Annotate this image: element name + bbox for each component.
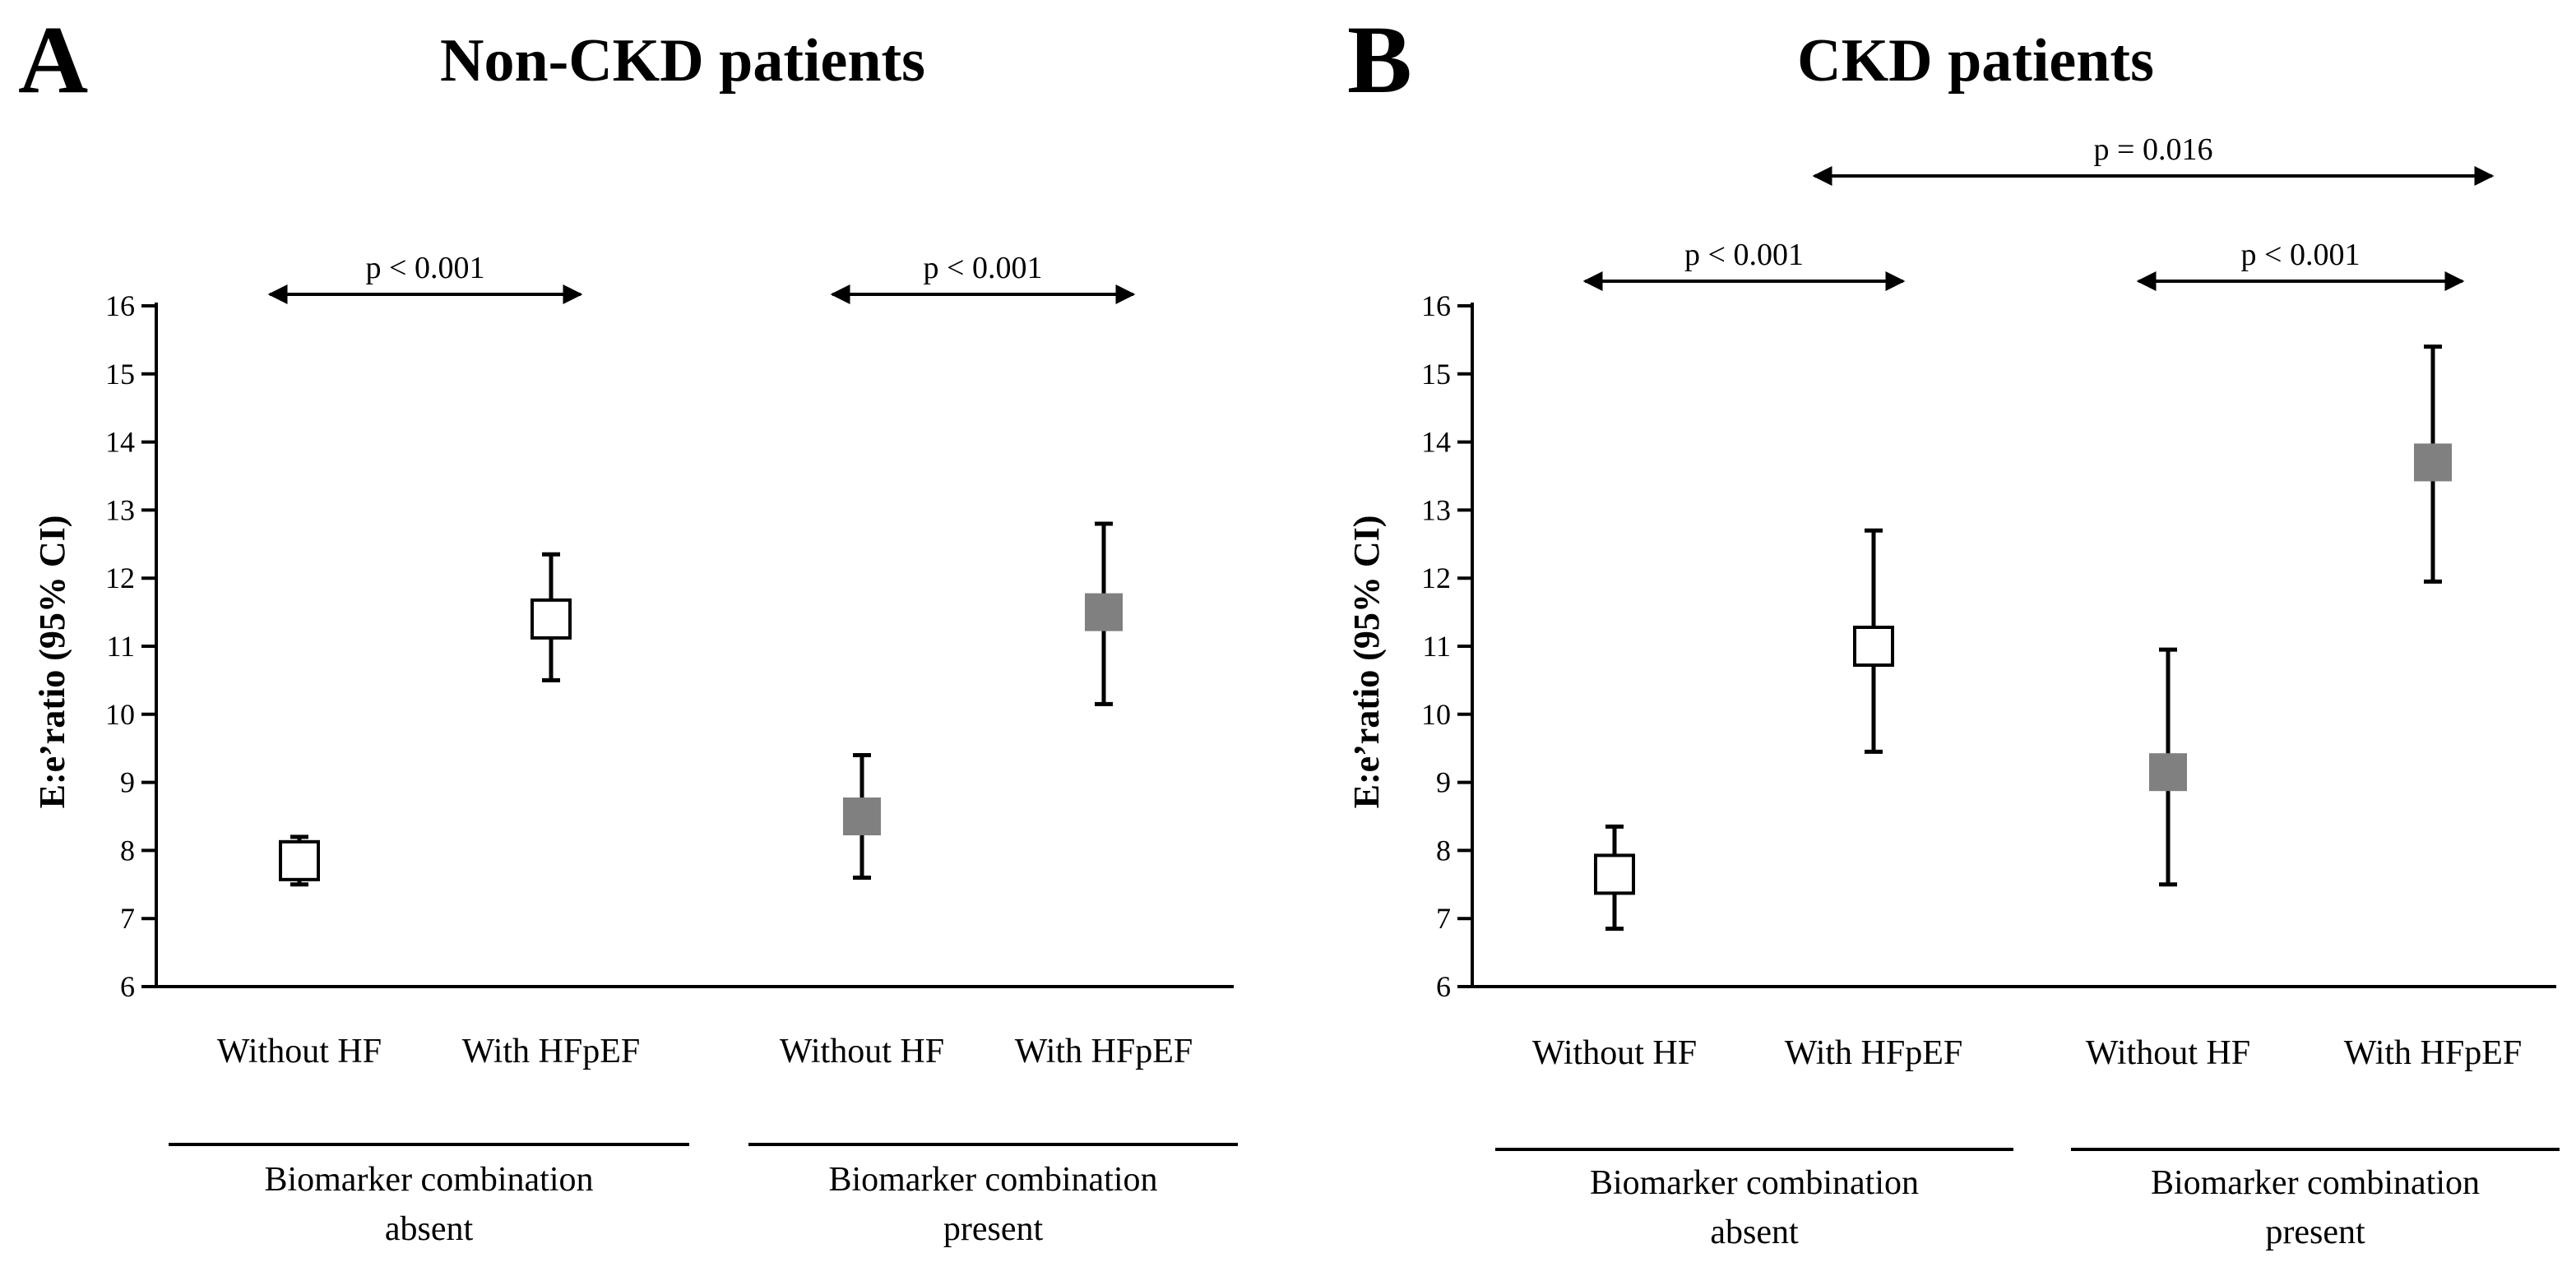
group-label: absent	[385, 1210, 474, 1248]
panel-letter: B	[1347, 6, 1412, 113]
y-tick-label: 6	[120, 970, 135, 1003]
y-tick-label: 7	[1436, 902, 1451, 935]
panel-a: A Non-CKD patients E:e’ratio (95% CI) 6 7…	[18, 6, 1238, 1248]
group-label: present	[2265, 1214, 2365, 1251]
group-label: Biomarker combination	[828, 1161, 1157, 1199]
x-category-label: With HFpEF	[1785, 1034, 1963, 1072]
y-tick-label: 16	[1421, 289, 1451, 322]
data-point-marker	[843, 798, 881, 835]
data-point-marker	[1594, 853, 1635, 895]
y-tick-label: 10	[105, 698, 135, 731]
y-tick-label: 12	[1421, 562, 1451, 594]
group-label: present	[943, 1210, 1044, 1248]
y-tick-label: 12	[105, 562, 135, 594]
y-tick-label: 13	[105, 493, 135, 526]
x-category-label: With HFpEF	[462, 1033, 641, 1070]
y-tick-label: 8	[1436, 834, 1451, 867]
y-tick-label: 14	[1421, 426, 1451, 459]
y-tick-label: 13	[1421, 493, 1451, 526]
y-tick-label: 16	[105, 289, 135, 322]
y-tick-label: 7	[120, 902, 135, 935]
group-label: absent	[1710, 1214, 1799, 1251]
y-tick-label: 15	[1421, 358, 1451, 391]
y-axis-label: E:e’ratio (95% CI)	[1346, 515, 1387, 809]
y-tick-label: 8	[120, 834, 135, 867]
data-point-marker	[279, 839, 320, 881]
y-tick-label: 6	[1436, 970, 1451, 1003]
group-label: Biomarker combination	[264, 1161, 593, 1199]
p-value-label: p = 0.016	[2094, 132, 2213, 167]
p-value-label: p < 0.001	[1684, 238, 1804, 272]
p-value-label: p < 0.001	[924, 251, 1043, 285]
group-label: Biomarker combination	[2151, 1164, 2480, 1202]
data-point-marker	[530, 598, 572, 640]
data-point-marker	[1085, 593, 1123, 631]
panel-title: Non-CKD patients	[440, 27, 925, 95]
x-category-label: Without HF	[780, 1033, 944, 1070]
panel-b: B CKD patients E:e’ratio (95% CI) 6 7 8 9 10…	[1346, 6, 2560, 1251]
y-axis-label: E:e’ratio (95% CI)	[32, 515, 72, 809]
panel-title: CKD patients	[1797, 27, 2154, 95]
y-tick-label: 9	[1436, 766, 1451, 799]
y-tick-label: 9	[120, 766, 135, 799]
data-point-marker	[2414, 443, 2452, 482]
x-category-label: With HFpEF	[2344, 1034, 2523, 1072]
x-category-label: Without HF	[1532, 1034, 1697, 1072]
panel-letter: A	[18, 6, 88, 113]
y-tick-label: 10	[1421, 698, 1451, 731]
group-label: Biomarker combination	[1590, 1164, 1919, 1202]
x-category-label: With HFpEF	[1015, 1033, 1193, 1070]
data-point-marker	[1853, 626, 1894, 667]
y-tick-label: 11	[1422, 630, 1451, 663]
p-value-label: p < 0.001	[2241, 238, 2361, 272]
x-category-label: Without HF	[2086, 1034, 2250, 1072]
data-point-marker	[2149, 753, 2187, 792]
p-value-label: p < 0.001	[366, 251, 485, 285]
y-tick-label: 14	[105, 426, 135, 459]
x-category-label: Without HF	[217, 1033, 382, 1070]
y-tick-label: 15	[105, 358, 135, 391]
y-tick-label: 11	[106, 630, 135, 663]
